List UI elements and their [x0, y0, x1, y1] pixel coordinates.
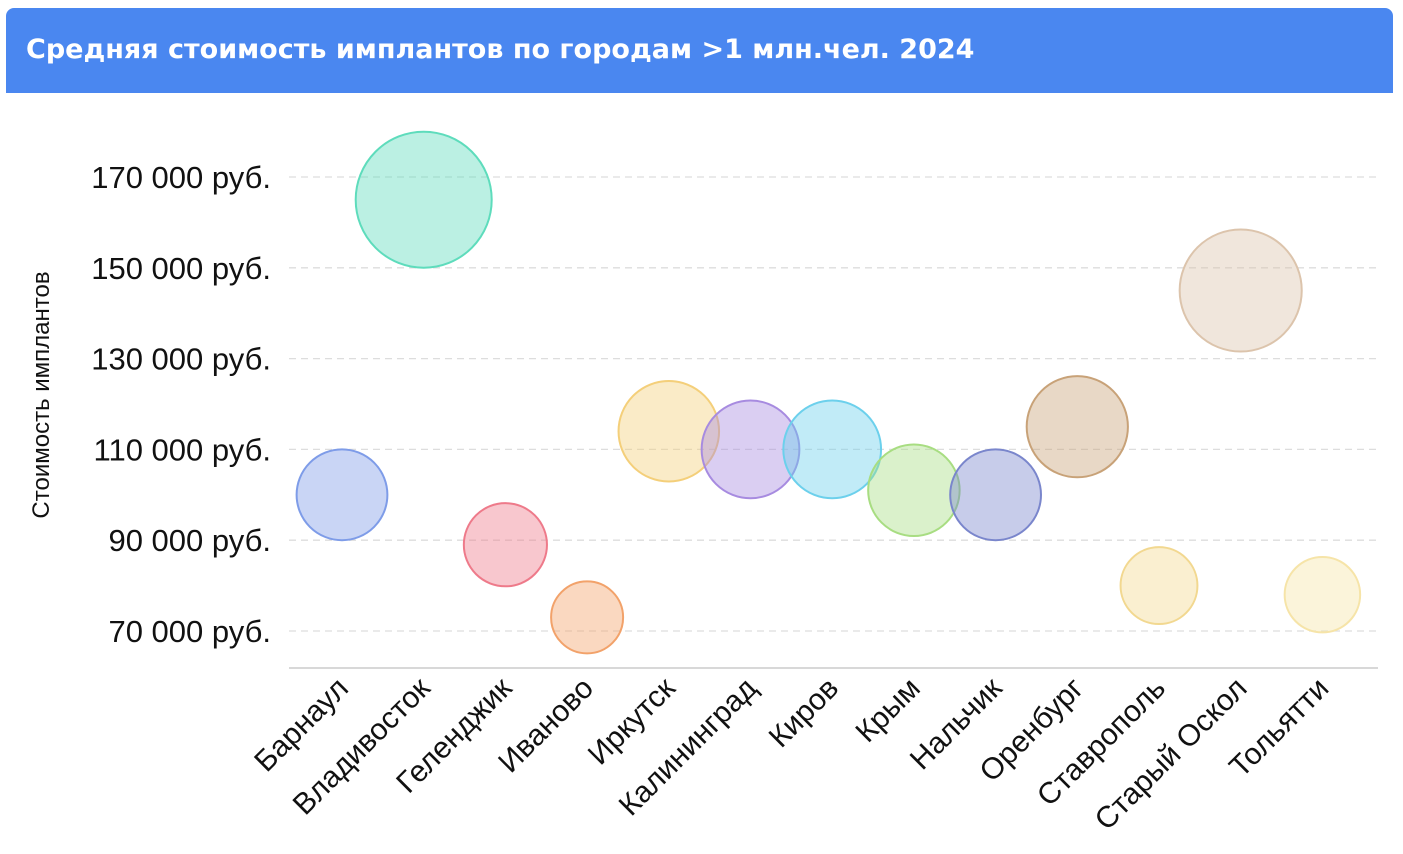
y-tick-label: 150 000 руб. — [91, 251, 271, 286]
x-category-label: Киров — [763, 672, 845, 754]
bubble-7[interactable] — [782, 399, 883, 500]
bubble-8[interactable] — [867, 443, 961, 537]
y-tick-label: 90 000 руб. — [108, 523, 271, 558]
chart-title: Средняя стоимость имплантов по городам >… — [26, 34, 975, 65]
bubble-1[interactable] — [295, 448, 389, 542]
y-axis-ticks: 70 000 руб. 90 000 руб. 110 000 руб. 130 00… — [91, 160, 271, 649]
bubble-12[interactable] — [1178, 228, 1303, 353]
y-tick-label: 110 000 руб. — [94, 432, 271, 467]
y-tick-label: 70 000 руб. — [108, 614, 271, 649]
bubble-10[interactable] — [1025, 375, 1129, 479]
grid-lines — [289, 176, 1378, 632]
x-axis-labels: БарнаулВладивостокГеленджикИвановоИркутс… — [248, 671, 1335, 837]
y-tick-label: 130 000 руб. — [91, 342, 271, 377]
y-axis-title: Стоимость имплантов — [28, 271, 55, 518]
bubble-5[interactable] — [617, 379, 721, 483]
bubble-9[interactable] — [949, 448, 1042, 542]
y-tick-label: 170 000 руб. — [91, 160, 271, 195]
bubble-2[interactable] — [354, 130, 493, 269]
bubble-3[interactable] — [462, 502, 548, 588]
bubble-6[interactable] — [700, 399, 801, 500]
bubble-11[interactable] — [1119, 546, 1199, 626]
x-category-label: Крым — [850, 672, 927, 749]
bubble-13[interactable] — [1283, 555, 1362, 634]
chart-header: Средняя стоимость имплантов по городам >… — [6, 8, 1393, 93]
bubbles — [295, 130, 1362, 655]
bubble-4[interactable] — [550, 580, 625, 655]
